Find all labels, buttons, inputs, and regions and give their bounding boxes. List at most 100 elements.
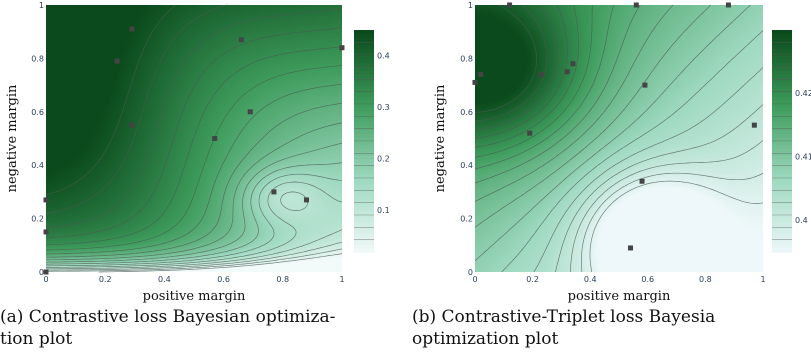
colorbar-swatch	[772, 96, 792, 101]
colorbar-swatch	[772, 163, 792, 168]
colorbar-swatch	[354, 240, 374, 246]
contour-level-12	[474, 4, 593, 158]
colorbar-swatch	[772, 152, 792, 157]
sample-point	[238, 37, 244, 43]
colorbar-swatch	[354, 96, 374, 101]
y-tick-label: 0	[39, 268, 44, 277]
contour-level-8	[45, 142, 343, 263]
x-axis-title: positive margin	[143, 289, 246, 304]
colorbar-swatch	[772, 233, 792, 238]
sample-point	[43, 229, 49, 235]
colorbar-swatch	[354, 85, 374, 90]
colorbar-swatch	[354, 159, 374, 164]
colorbar-swatch	[772, 33, 792, 38]
colorbar-swatch	[772, 92, 792, 98]
sample-point	[212, 136, 218, 141]
colorbar-swatch	[772, 178, 792, 183]
sample-point	[633, 2, 639, 8]
x-tick-label: 0.2	[99, 275, 112, 284]
colorbar-swatch	[772, 104, 792, 109]
colorbar-swatch	[354, 70, 374, 75]
caption-right-line2: optimization plot	[412, 329, 559, 349]
colorbar-swatch	[772, 211, 792, 216]
colorbar-swatch	[772, 218, 792, 223]
sample-point	[751, 122, 757, 128]
colorbar-swatch	[354, 148, 374, 153]
colorbar-swatch	[772, 122, 792, 127]
colorbar-swatch	[772, 129, 792, 135]
colorbar-swatch	[772, 207, 792, 212]
contour-level-15	[474, 4, 558, 130]
colorbar-swatch	[354, 196, 374, 201]
sample-point	[129, 122, 135, 128]
contour-level-13	[474, 4, 579, 148]
colorbar-swatch	[354, 244, 374, 249]
colorbar-swatch	[354, 59, 374, 64]
colorbar-swatch	[772, 41, 792, 46]
colorbar-swatch	[354, 129, 374, 135]
colorbar-swatch	[772, 107, 792, 112]
colorbar-swatch	[354, 137, 374, 142]
caption-left-line1: (a) Contrastive loss Bayesian optimiza-	[0, 307, 336, 327]
colorbar-swatch	[354, 89, 374, 94]
contour-level-14	[474, 4, 568, 139]
colorbar-swatch	[354, 37, 374, 42]
colorbar-swatch	[772, 44, 792, 50]
colorbar-swatch	[772, 237, 792, 242]
colorbar-swatch	[772, 48, 792, 53]
contour-level-12	[46, 65, 343, 251]
sample-point	[129, 26, 135, 32]
contour-level-15	[45, 7, 343, 229]
contour-level-11	[474, 4, 615, 170]
colorbar-swatch	[354, 52, 374, 57]
colorbar-swatch	[354, 107, 374, 112]
colorbar-swatch	[354, 181, 374, 186]
colorbar-swatch	[354, 248, 374, 253]
contour-level-9	[474, 4, 674, 202]
colorbar-tick-label: 0.4	[795, 216, 808, 225]
colorbar-swatch	[354, 74, 374, 79]
colorbar-swatch	[772, 85, 792, 90]
contour-level-5	[533, 67, 764, 273]
contour-level-8	[474, 4, 712, 228]
colorbar-swatch	[772, 166, 792, 172]
contour-level-17	[474, 4, 537, 113]
contour-level-10	[46, 102, 343, 258]
colorbar-swatch	[772, 118, 792, 124]
y-tick-label: 1	[39, 1, 44, 10]
colorbar-swatch	[772, 70, 792, 75]
contour-level-13	[45, 46, 343, 246]
colorbar-swatch	[354, 222, 374, 227]
contour-level-16	[45, 4, 228, 214]
colorbar-tick-label: 0.2	[377, 155, 390, 164]
caption-right-line1: (b) Contrastive-Triplet loss Bayesia	[412, 307, 716, 327]
colorbar-swatch	[354, 166, 374, 172]
sample-point	[339, 45, 345, 51]
sample-point	[642, 82, 648, 88]
colorbar-swatch	[772, 115, 792, 120]
sample-point	[628, 245, 634, 251]
colorbar-swatch	[354, 211, 374, 216]
colorbar-swatch	[772, 137, 792, 142]
sample-point	[43, 197, 49, 203]
contour-level-6	[501, 30, 764, 273]
colorbar-swatch	[772, 203, 792, 209]
colorbar-tick-label: 0.4	[377, 51, 390, 60]
colorbar-swatch	[772, 226, 792, 231]
colorbar-swatch	[354, 104, 374, 109]
y-tick-label: 0.4	[460, 161, 473, 170]
x-tick-label: 1	[760, 275, 765, 284]
colorbar-swatch	[772, 159, 792, 164]
colorbar-swatch	[354, 229, 374, 235]
colorbar-swatch	[354, 67, 374, 72]
colorbar-swatch	[354, 118, 374, 124]
colorbar-swatch	[354, 133, 374, 138]
y-tick-label: 1	[468, 1, 473, 10]
chart-panel-2: 0 0.2 0.4 0.6 0.8 1 0 0.2 0.4 0.6 0.8 1 positive mar…	[433, 1, 811, 304]
sample-point	[247, 109, 253, 115]
contour-level-5	[45, 181, 343, 268]
colorbar-swatch	[772, 81, 792, 87]
colorbar-swatch	[354, 55, 374, 61]
colorbar-tick-label: 0.3	[377, 103, 390, 112]
